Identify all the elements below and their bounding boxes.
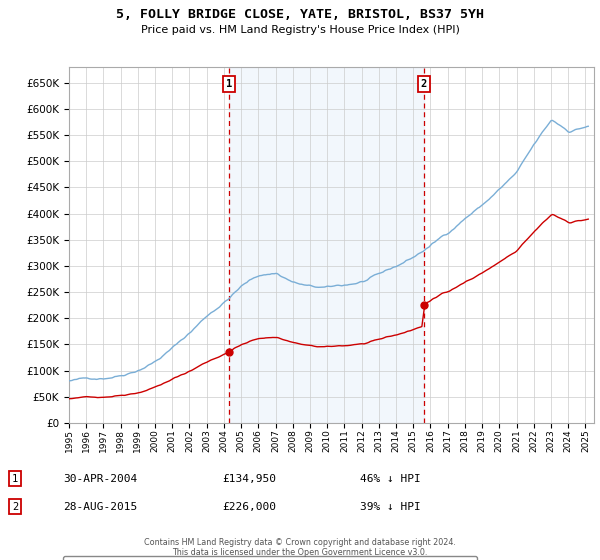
- Text: 2: 2: [12, 502, 18, 512]
- Text: 30-APR-2004: 30-APR-2004: [63, 474, 137, 484]
- Legend: 5, FOLLY BRIDGE CLOSE, YATE, BRISTOL, BS37 5YH (detached house), HPI: Average pr: 5, FOLLY BRIDGE CLOSE, YATE, BRISTOL, BS…: [64, 556, 477, 560]
- Text: 39% ↓ HPI: 39% ↓ HPI: [360, 502, 421, 512]
- Text: 28-AUG-2015: 28-AUG-2015: [63, 502, 137, 512]
- Text: Contains HM Land Registry data © Crown copyright and database right 2024.
This d: Contains HM Land Registry data © Crown c…: [144, 538, 456, 557]
- Text: 1: 1: [226, 79, 232, 89]
- Text: 1: 1: [12, 474, 18, 484]
- Text: Price paid vs. HM Land Registry's House Price Index (HPI): Price paid vs. HM Land Registry's House …: [140, 25, 460, 35]
- Text: £134,950: £134,950: [222, 474, 276, 484]
- Text: 2: 2: [421, 79, 427, 89]
- Text: 46% ↓ HPI: 46% ↓ HPI: [360, 474, 421, 484]
- Bar: [229, 67, 424, 423]
- Text: 5, FOLLY BRIDGE CLOSE, YATE, BRISTOL, BS37 5YH: 5, FOLLY BRIDGE CLOSE, YATE, BRISTOL, BS…: [116, 8, 484, 21]
- Text: £226,000: £226,000: [222, 502, 276, 512]
